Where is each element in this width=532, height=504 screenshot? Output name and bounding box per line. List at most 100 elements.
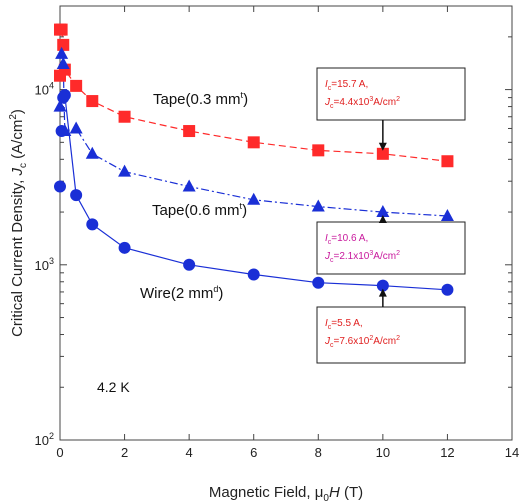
annotation-ic-sub: c [328,324,332,331]
annotation-jc-mantissa: =7.6x10 [334,336,370,347]
series-lines [61,29,448,291]
annotation-jc: Jc=4.4x103A/cm2 [324,96,400,110]
annotation-jc-exp: 2 [369,335,373,342]
marker-circle [86,218,99,231]
plot-frame [59,5,513,441]
marker-square [57,38,70,51]
annotation-jc-sub: c [330,257,334,264]
x-title-sub: 0 [323,493,329,504]
marker-triangle [69,121,83,134]
y-tick-label: 102 [35,431,54,448]
y-tick-exponent: 3 [49,256,54,266]
x-title-suffix: (T) [340,484,363,501]
annotation-jc-unit: A/cm [373,251,396,262]
marker-triangle [247,192,261,205]
series-label-close: ) [218,285,223,302]
x-axis-title: Magnetic Field, μ0H (T) [209,484,363,504]
annotation-jc-unit: A/cm [373,97,396,108]
marker-circle [376,279,389,292]
annotation-box [316,221,466,275]
annotation-ic-sub: c [328,85,332,92]
marker-square [183,125,196,138]
series-label: Tape(0.6 mmt) [152,201,247,219]
marker-square [55,23,68,36]
y-title-suffix: ) [9,109,26,114]
series-label-close: ) [242,202,247,219]
series-label-sup: d [213,284,218,294]
annotation-jc-unit: A/cm [373,336,396,347]
marker-circle [183,258,196,271]
annotation-jc-symbol: J [324,336,331,347]
x-title-prefix: Magnetic Field, [209,484,315,501]
annotation-ic-value: =10.6 A, [331,233,368,244]
marker-square [86,95,99,108]
y-tick-base: 10 [35,433,49,448]
annotation-ic-value: =15.7 A, [331,79,368,90]
y-tick-base: 10 [35,258,49,273]
x-title-mu: μ [315,484,324,501]
annotation-jc-symbol: J [324,97,331,108]
marker-triangle [85,146,99,159]
x-tick-label: 0 [56,445,63,460]
annotation-box [316,67,466,121]
marker-circle [441,283,454,296]
x-tick-label: 6 [250,445,257,460]
y-tick-label: 104 [35,81,54,98]
annotation-arrowhead [378,142,387,151]
marker-triangle [182,179,196,192]
series-label: Tape(0.3 mmt) [153,90,248,108]
annotation-jc-unit-exp: 2 [396,335,400,342]
marker-triangle [56,56,70,69]
annotation-box [316,306,466,364]
marker-square [58,63,71,76]
series-label: Wire(2 mmd) [140,284,223,302]
marker-square [441,155,454,168]
annotation-jc-mantissa: =2.1x10 [334,251,370,262]
marker-triangle [118,164,132,177]
marker-circle [54,180,66,193]
marker-triangle [440,208,454,221]
marker-triangle [311,199,325,212]
annotation-ic: Ic=10.6 A, [325,233,368,246]
marker-triangle [53,99,67,112]
annotation-ic-sub: c [328,239,332,246]
y-title-var: J [9,167,26,176]
annotation-ic: Ic=15.7 A, [325,79,368,92]
annotation-jc-mantissa: =4.4x10 [334,97,370,108]
marker-square [70,79,83,92]
annotation-jc-symbol: J [324,251,331,262]
marker-square [312,144,325,157]
y-title-sub: c [18,163,29,168]
annotation-arrowhead [378,288,387,297]
y-title-unit-exp: 2 [8,114,19,120]
annotation-jc-exp: 3 [369,250,373,257]
marker-circle [312,276,325,289]
y-tick-exponent: 4 [49,81,54,91]
marker-triangle [55,46,69,59]
annotation-jc-sub: c [330,342,334,349]
series-label-sup: t [241,90,244,100]
series-label-text: Tape(0.3 mm [153,91,241,108]
x-tick-label: 2 [121,445,128,460]
annotation-ic: Ic=5.5 A, [325,318,363,331]
series-label-text: Wire(2 mm [140,285,213,302]
annotation-arrowhead [378,215,387,224]
x-tick-label: 14 [505,445,519,460]
marker-circle [58,89,71,102]
x-tick-label: 12 [440,445,454,460]
series-label-text: Tape(0.6 mm [152,202,240,219]
marker-square [376,147,389,160]
y-title-prefix: Critical Current Density, [9,175,26,336]
y-title-unit: (A/cm [9,120,26,163]
marker-square [118,110,131,123]
annotation-ic-symbol: I [325,233,328,244]
series-line [62,63,448,217]
series-line [62,93,448,291]
marker-circle [55,125,68,138]
annotation-ic-symbol: I [325,79,328,90]
plot-border [59,5,513,441]
marker-circle [70,189,83,202]
